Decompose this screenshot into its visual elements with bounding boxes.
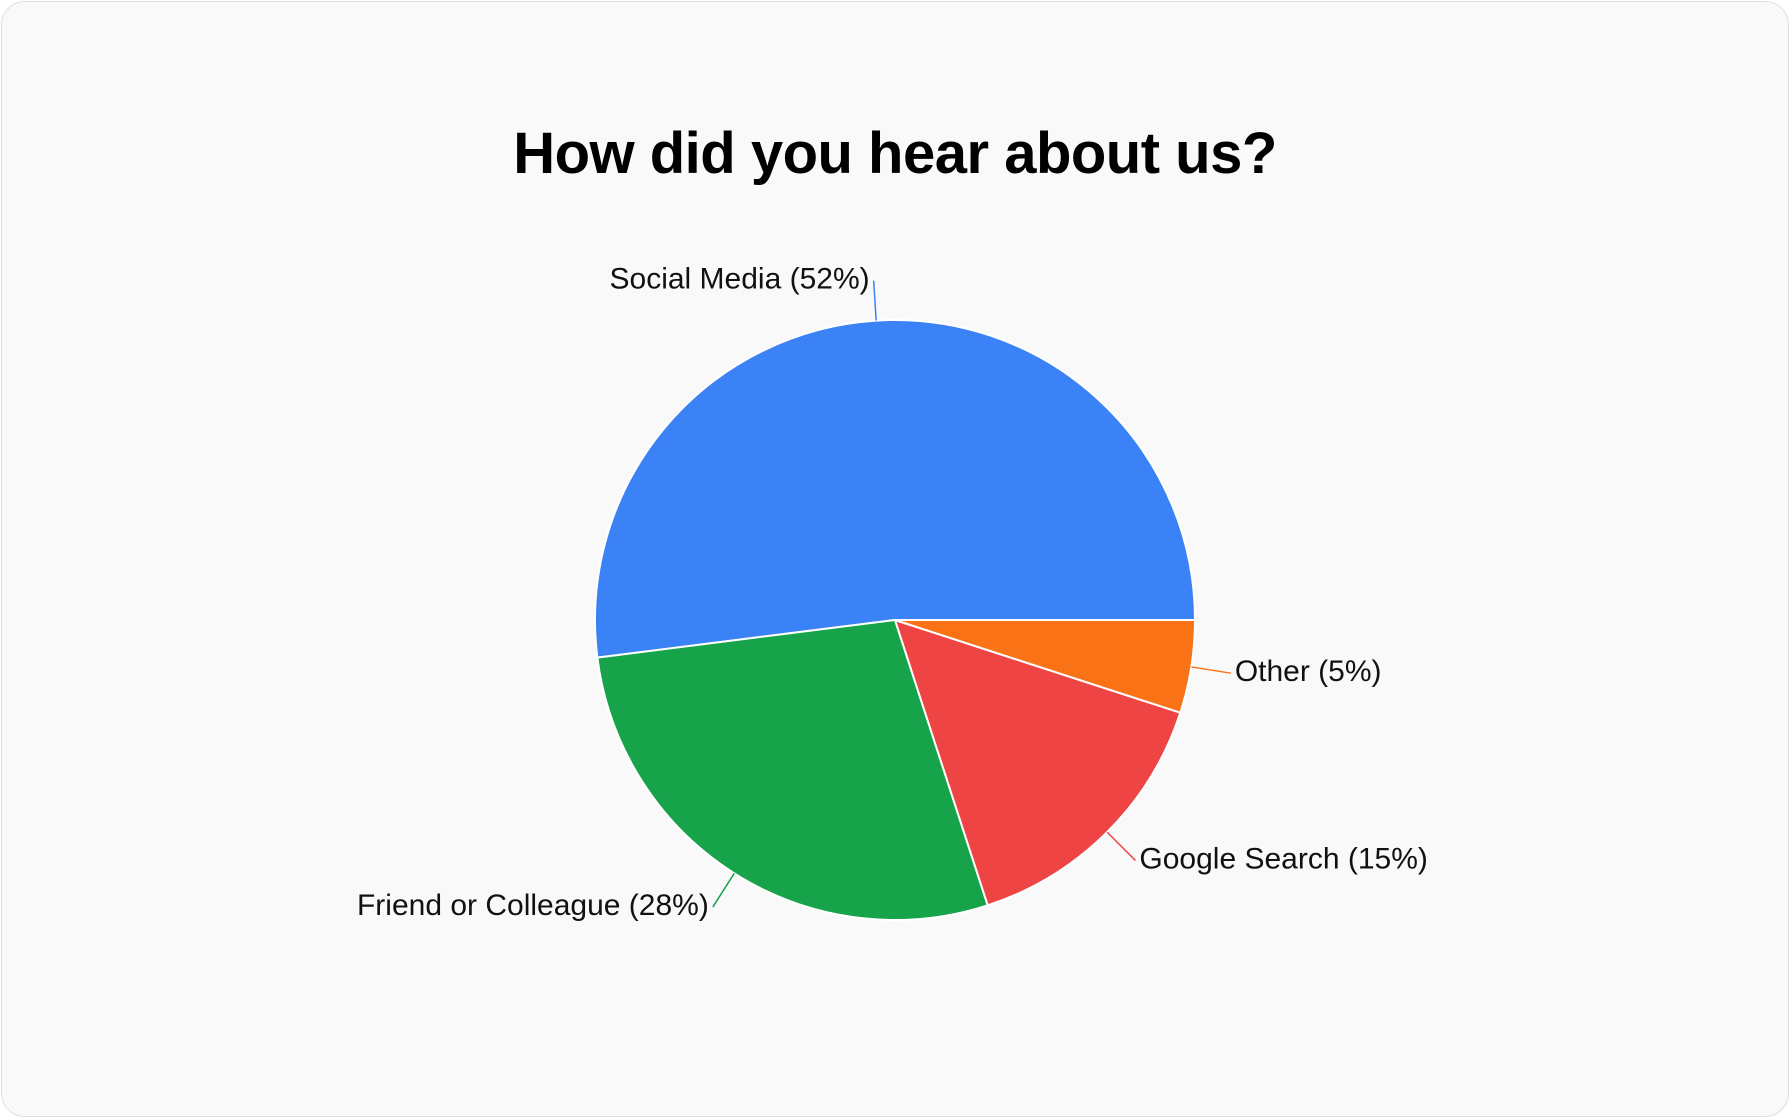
leader-line-friend-or-colleague [712,872,735,908]
pie-slice-other [894,619,1196,714]
leader-line-other [1191,666,1231,674]
pie-slice-social-media [594,319,1196,659]
slice-label-other: Other (5%) [1235,655,1382,688]
pie-slice-friend-or-colleague [596,619,989,921]
slice-label-friend-or-colleague: Friend or Colleague (28%) [357,889,709,922]
leader-line-social-media [872,280,877,321]
chart-title: How did you hear about us? [513,121,1277,186]
leader-line-google-search [1106,831,1136,861]
slice-label-social-media: Social Media (52%) [610,263,870,296]
slice-label-google-search: Google Search (15%) [1139,842,1428,875]
